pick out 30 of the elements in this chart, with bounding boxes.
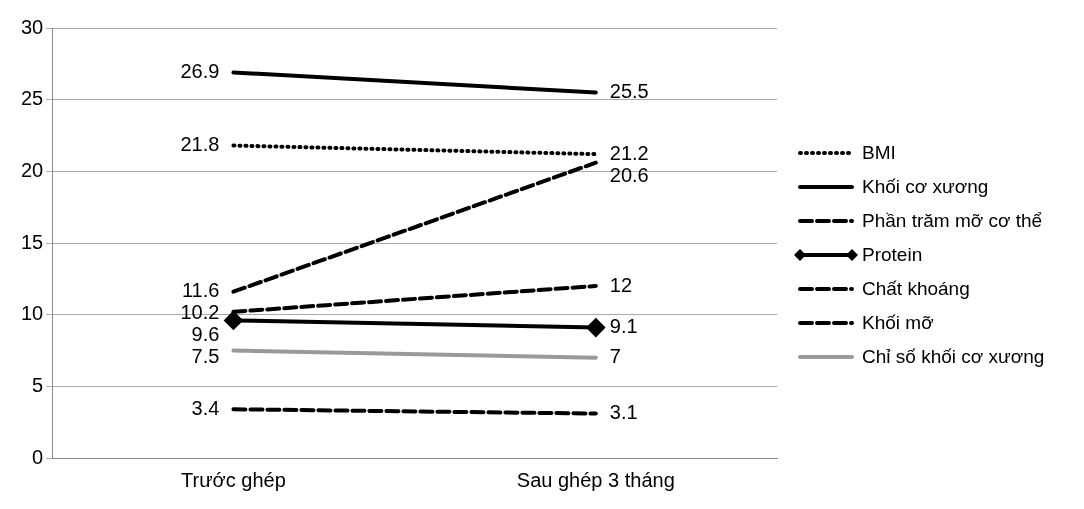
data-label: 3.1 — [609, 401, 638, 424]
data-label: 21.8 — [180, 133, 220, 156]
y-tick-label: 25 — [21, 87, 44, 110]
data-label: 20.6 — [609, 163, 649, 186]
y-tick-label: 30 — [21, 15, 44, 38]
data-label: 9.1 — [609, 315, 638, 338]
data-label: 12 — [609, 273, 633, 296]
legend-label: Phần trăm mỡ cơ thể — [862, 209, 1043, 232]
y-tick-label: 0 — [32, 445, 44, 468]
data-label: 21.2 — [609, 141, 649, 164]
data-label: 3.4 — [191, 396, 220, 419]
data-label: 7 — [609, 345, 621, 368]
legend-label: Chỉ số khối cơ xương — [862, 345, 1045, 368]
data-label: 9.6 — [191, 323, 220, 346]
legend-label: Chất khoáng — [862, 277, 970, 300]
legend-label: Protein — [862, 243, 923, 266]
y-tick-label: 5 — [32, 373, 44, 396]
data-label: 7.5 — [191, 345, 220, 368]
data-label: 10.2 — [180, 301, 220, 324]
y-tick-label: 20 — [21, 158, 44, 181]
legend-label: Khối mỡ — [862, 311, 934, 334]
y-tick-label: 10 — [21, 302, 44, 325]
legend-label: BMI — [862, 141, 896, 164]
x-tick-label: Trước ghép — [181, 468, 286, 491]
legend-label: Khối cơ xương — [862, 175, 989, 198]
data-label: 25.5 — [609, 80, 649, 103]
data-label: 11.6 — [181, 279, 220, 302]
data-label: 26.9 — [180, 59, 220, 82]
y-tick-label: 15 — [21, 230, 44, 253]
x-tick-label: Sau ghép 3 tháng — [516, 468, 675, 491]
